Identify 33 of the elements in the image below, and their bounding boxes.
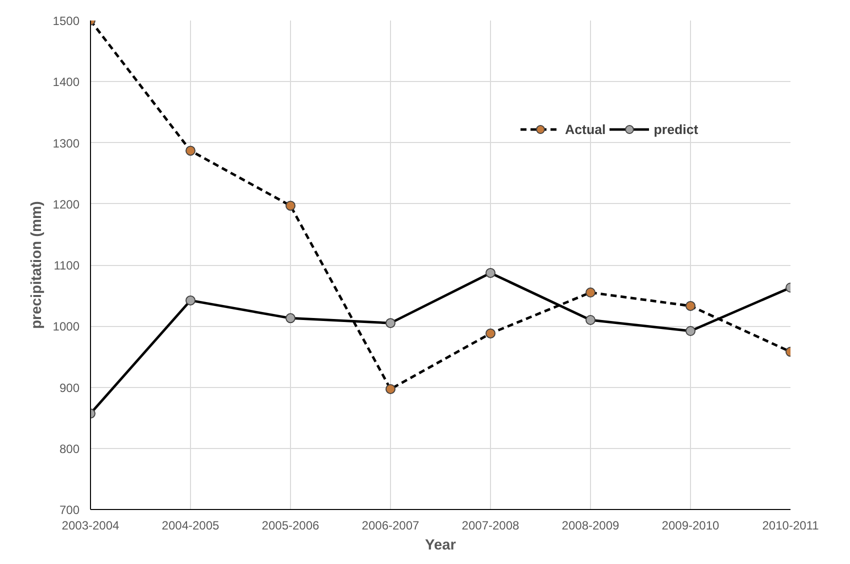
x-tick-label: 2007-2008	[462, 518, 520, 532]
point	[586, 288, 596, 298]
point	[186, 146, 196, 156]
point	[286, 313, 296, 324]
x-tick-label: 2008-2009	[562, 518, 620, 532]
x-tick-label: 2004-2005	[162, 518, 220, 532]
point	[486, 268, 496, 278]
point	[686, 326, 696, 336]
x-tick-label: 2005-2006	[262, 518, 320, 532]
point	[386, 384, 396, 394]
x-tick-label: 2010-2011	[762, 518, 820, 532]
x-axis-title: Year	[425, 538, 456, 554]
point	[286, 200, 296, 211]
point	[386, 318, 396, 328]
y-tick-label: 1100	[54, 258, 80, 272]
legend-label: predict	[654, 122, 698, 136]
x-tick-label: 2009-2010	[662, 518, 720, 532]
y-tick-label: 1000	[52, 320, 80, 334]
y-tick-label: 1500	[52, 14, 80, 28]
y-tick-label: 1400	[52, 75, 80, 90]
y-tick-label: 800	[59, 442, 80, 456]
y-tick-label: 1300	[52, 136, 80, 150]
x-tick-label: 2003-2004	[62, 518, 120, 532]
y-axis-title: precipitation (mm)	[28, 200, 45, 329]
y-tick-label: 1200	[52, 197, 80, 212]
y-tick-label: 900	[59, 380, 80, 395]
point	[586, 315, 596, 326]
point	[186, 295, 196, 306]
y-tick-label: 700	[59, 503, 80, 517]
x-tick-label: 2006-2007	[362, 518, 420, 532]
legend-label: Actual	[565, 122, 606, 136]
point	[686, 300, 696, 311]
point	[486, 328, 496, 338]
